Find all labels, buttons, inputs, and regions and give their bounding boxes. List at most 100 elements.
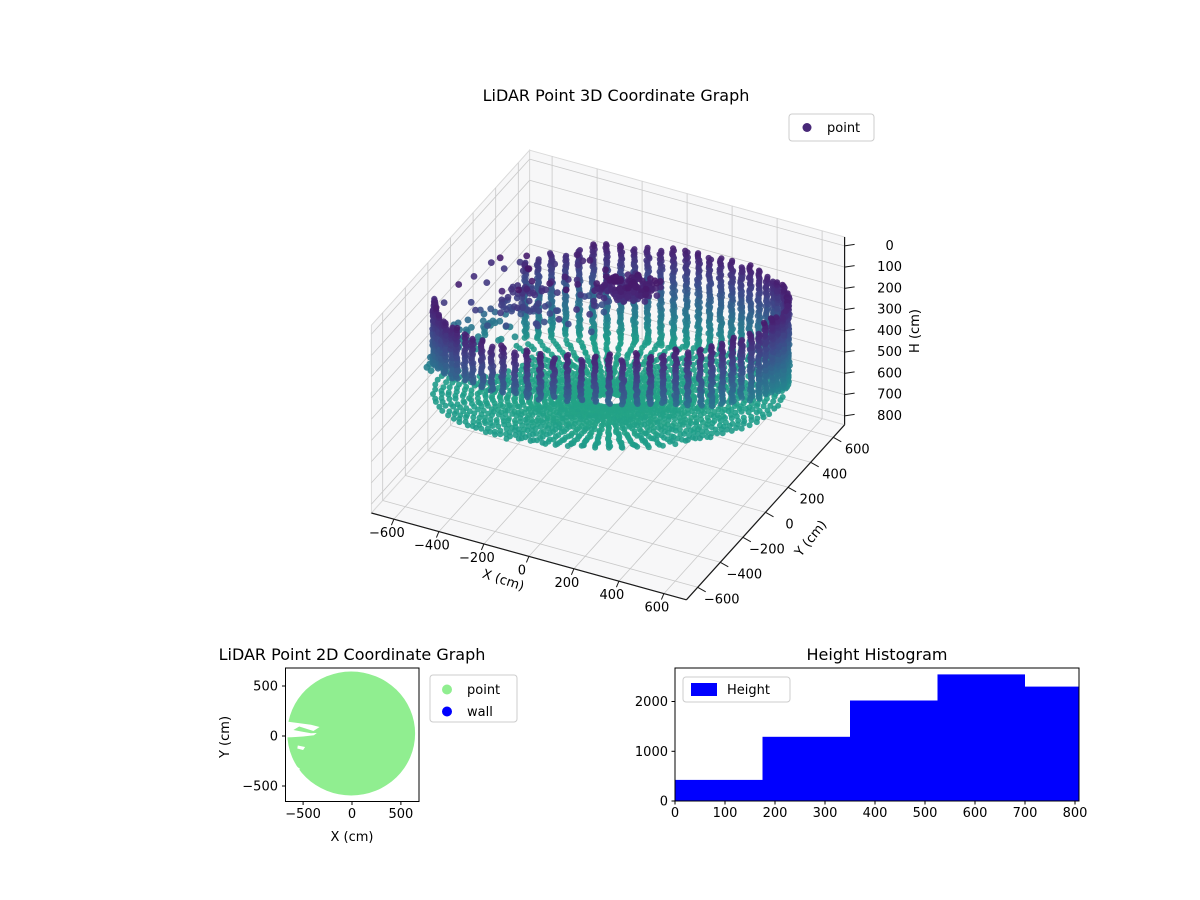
point: [538, 384, 545, 391]
x-tick-label: −500: [285, 807, 321, 822]
x-tick-label: −200: [459, 551, 495, 566]
grid-line: [450, 425, 766, 513]
x-tick-label: 400: [599, 588, 624, 603]
point: [456, 419, 463, 426]
point: [532, 320, 540, 327]
point: [716, 266, 723, 273]
point: [768, 354, 775, 361]
point: [719, 367, 726, 374]
point: [464, 316, 472, 324]
point: [517, 310, 525, 318]
point: [629, 297, 637, 304]
histogram-legend: Height: [682, 676, 791, 703]
point: [600, 294, 608, 302]
3d-point-cloud: [423, 241, 793, 451]
h-tick-label: 300: [877, 303, 902, 318]
point: [648, 353, 655, 361]
histogram-bar: [937, 674, 1025, 801]
point: [603, 328, 611, 335]
point: [697, 352, 704, 359]
point: [642, 291, 650, 299]
point: [707, 267, 714, 274]
tick-mark: [833, 436, 842, 443]
point: [459, 393, 466, 399]
point: [764, 273, 771, 280]
point: [647, 399, 655, 406]
point: [746, 422, 753, 429]
point: [447, 342, 455, 349]
point: [641, 298, 649, 305]
2d-scatter-area: [285, 671, 416, 796]
plot-3d: −600−400−2000200400600−600−400−200020040…: [369, 86, 923, 616]
y-tick-label: −600: [704, 592, 740, 607]
point: [604, 253, 611, 260]
point: [738, 384, 746, 392]
point: [562, 291, 569, 298]
point: [484, 322, 491, 329]
point: [497, 431, 504, 438]
point: [619, 364, 627, 371]
point: [696, 392, 703, 399]
point: [498, 296, 506, 304]
x-tick-label: 0: [671, 806, 679, 821]
point: [518, 366, 525, 373]
point: [499, 379, 507, 386]
point: [672, 373, 679, 380]
x-tick-label: 200: [554, 576, 579, 591]
point: [563, 256, 570, 263]
point: [618, 357, 625, 364]
point: [487, 259, 495, 266]
point: [779, 281, 786, 288]
point: [591, 358, 598, 365]
point: [551, 260, 559, 268]
point: [553, 307, 560, 315]
grid-line: [427, 450, 744, 538]
point: [561, 273, 569, 281]
point: [515, 435, 522, 442]
x-tick-label: −600: [369, 526, 405, 541]
point: [602, 266, 609, 274]
point: [492, 431, 498, 438]
point: [672, 346, 679, 353]
point: [696, 274, 703, 282]
point: [590, 241, 597, 248]
tick-mark: [844, 350, 855, 353]
point: [573, 306, 580, 313]
point: [604, 323, 611, 330]
point: [461, 331, 468, 338]
point: [527, 437, 534, 444]
point: [523, 252, 531, 260]
point: [510, 351, 518, 358]
tick-mark: [844, 413, 855, 417]
point: [660, 352, 667, 359]
point: [737, 356, 745, 363]
point: [577, 291, 584, 299]
tick-mark: [720, 561, 729, 568]
point: [593, 280, 601, 287]
legend-label-height: Height: [727, 683, 770, 698]
point: [454, 360, 461, 367]
h-tick-label: 400: [877, 324, 902, 339]
point: [755, 358, 762, 365]
point: [653, 279, 661, 287]
point: [547, 250, 554, 257]
point: [564, 320, 572, 328]
point: [586, 256, 594, 264]
point: [738, 320, 745, 327]
point: [716, 259, 724, 266]
point: [730, 336, 737, 343]
point: [512, 386, 519, 393]
point: [544, 372, 550, 379]
point: [756, 267, 763, 274]
point: [714, 375, 720, 382]
tick-mark: [844, 328, 855, 332]
point: [718, 340, 726, 347]
point: [658, 249, 665, 256]
point: [592, 444, 599, 451]
point: [617, 314, 624, 321]
point: [523, 285, 531, 293]
point: [564, 382, 571, 389]
point: [697, 346, 704, 353]
h-tick-label: 0: [885, 239, 893, 254]
point: [450, 415, 457, 422]
